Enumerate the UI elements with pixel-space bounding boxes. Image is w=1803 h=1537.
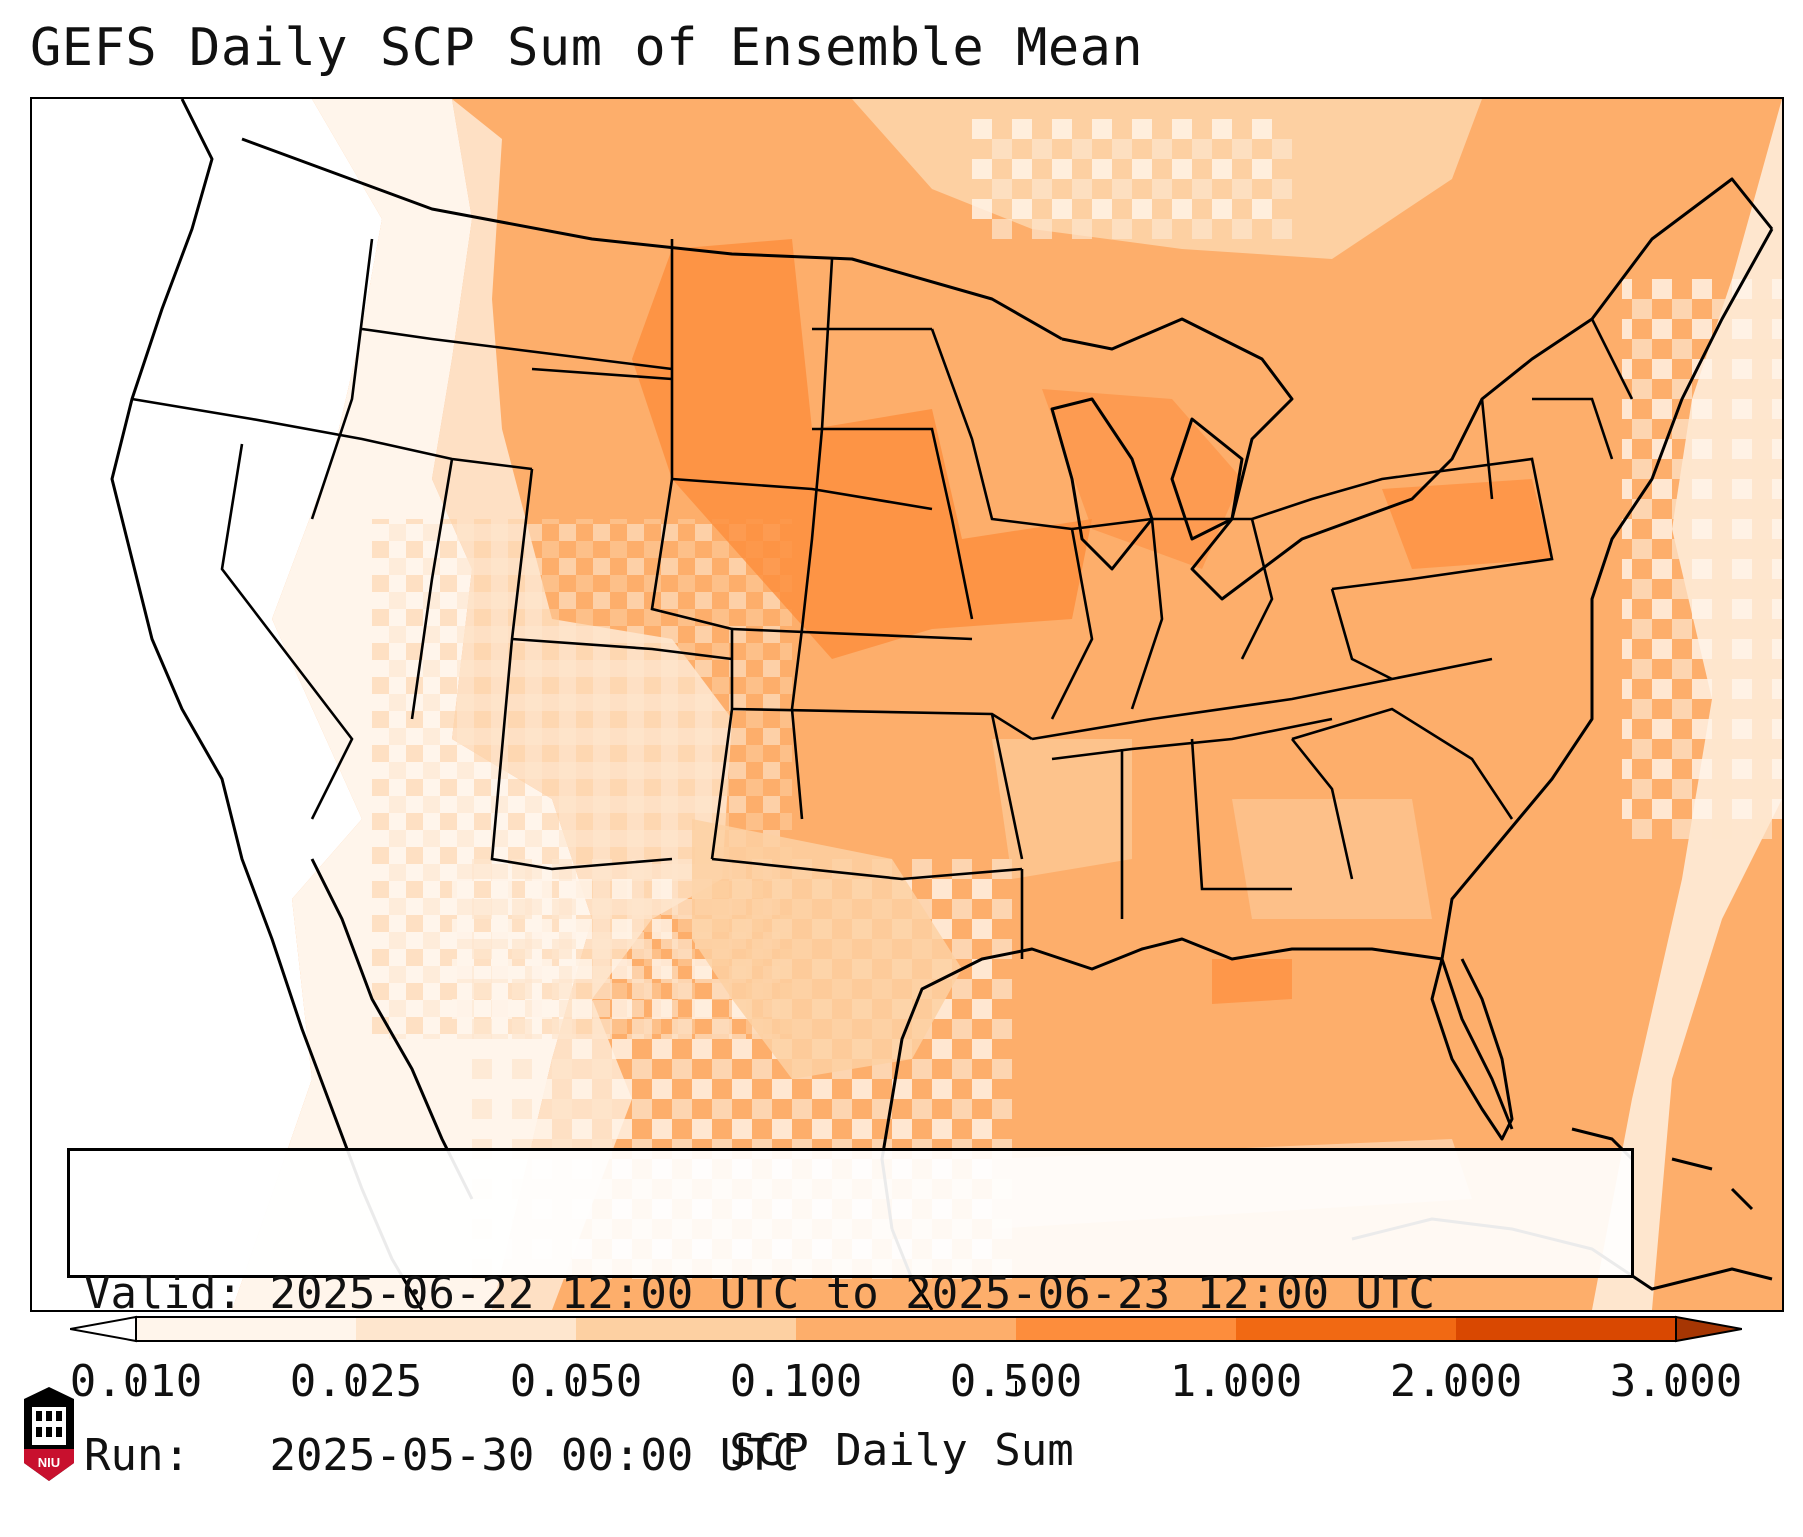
shade-midwest-high: [1042, 389, 1242, 569]
colorbar-tick-label: 0.500: [949, 1356, 1083, 1407]
colorbar-tick-label: 0.010: [69, 1356, 203, 1407]
colorbar-segment: [136, 1317, 357, 1341]
logo-text: NIU: [38, 1455, 60, 1470]
map-canvas: [32, 99, 1782, 1310]
shade-plains-high: [632, 239, 1092, 659]
colorbar-ticks: [135, 1381, 1677, 1393]
shade-lowermiss-light: [992, 739, 1132, 879]
valid-label: Valid:: [84, 1268, 243, 1319]
map-panel: [30, 97, 1784, 1312]
colorbar-tick-label: 0.100: [729, 1356, 863, 1407]
colorbar-segment: [1456, 1317, 1677, 1341]
valid-value: 2025-06-22 12:00 UTC to 2025-06-23 12:00…: [269, 1268, 1436, 1319]
shade-atlantic-speckle: [1622, 279, 1782, 839]
run-label: Run:: [84, 1430, 190, 1481]
colorbar-tick-label: 0.025: [289, 1356, 423, 1407]
colorbar-segment: [1236, 1317, 1457, 1341]
shade-georgia-light: [1232, 799, 1432, 919]
colorbar-tick-label: 0.050: [509, 1356, 643, 1407]
shade-gulf-high: [1212, 959, 1292, 1004]
colorbar-outline: [135, 1316, 1677, 1342]
niu-logo: NIU: [24, 1387, 74, 1481]
colorbar-tick-label: 3.000: [1609, 1356, 1743, 1407]
run-row: Run: 2025-05-30 00:00 UTC: [84, 1429, 1631, 1483]
state-lines: [131, 238, 1634, 959]
colorbar: [70, 1315, 1742, 1343]
shade-canada-speckle: [972, 119, 1292, 239]
colorbar-segment: [576, 1317, 797, 1341]
shade-pennsylvania-high: [1382, 479, 1552, 569]
chart-title: GEFS Daily SCP Sum of Ensemble Mean: [30, 18, 1144, 78]
colorbar-segment: [356, 1317, 577, 1341]
colorbar-tick-label: 1.000: [1169, 1356, 1303, 1407]
run-value: 2025-05-30 00:00 UTC: [269, 1430, 800, 1481]
colorbar-label: SCP Daily Sum: [729, 1425, 1074, 1476]
valid-row: Valid: 2025-06-22 12:00 UTC to 2025-06-2…: [84, 1267, 1631, 1321]
colorbar-segment: [796, 1317, 1017, 1341]
valid-run-info-box: Valid: 2025-06-22 12:00 UTC to 2025-06-2…: [67, 1148, 1634, 1481]
colorbar-tick-label: 2.000: [1389, 1356, 1523, 1407]
colorbar-segment: [1016, 1317, 1237, 1341]
shade-texas-light: [692, 819, 962, 1079]
